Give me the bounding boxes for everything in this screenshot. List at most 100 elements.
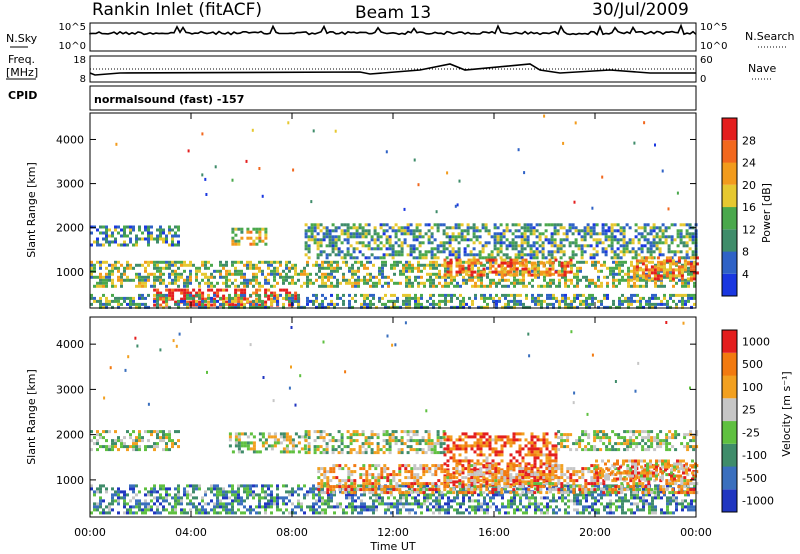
- scatter-cell: [123, 505, 126, 509]
- scatter-cell: [573, 263, 576, 267]
- scatter-cell: [378, 299, 381, 303]
- scatter-cell: [321, 502, 324, 506]
- scatter-cell: [195, 272, 198, 276]
- scatter-cell: [498, 490, 501, 494]
- scatter-cell: [597, 508, 600, 512]
- scatter-cell: [505, 244, 509, 248]
- scatter-cell: [479, 435, 483, 439]
- scatter-cell: [595, 253, 599, 257]
- scatter-cell: [522, 263, 525, 267]
- scatter-cell: [168, 288, 172, 292]
- scatter-cell: [652, 250, 656, 254]
- scatter-cell: [519, 302, 522, 306]
- scatter-cell: [343, 238, 347, 242]
- scatter-cell: [177, 299, 180, 303]
- scatter-cell: [636, 299, 639, 303]
- scatter-cell: [448, 226, 452, 230]
- scatter-cell: [400, 247, 404, 251]
- scatter-cell: [300, 505, 303, 509]
- scatter-cell: [228, 444, 232, 448]
- scatter-cell: [494, 441, 498, 445]
- scatter-cell: [459, 502, 462, 506]
- scatter-cell: [405, 302, 408, 306]
- scatter-cell: [546, 502, 549, 506]
- scatter-cell: [586, 223, 590, 227]
- scatter-cell: [589, 244, 593, 248]
- scatter-cell: [240, 260, 243, 264]
- scatter-cell: [643, 226, 647, 230]
- scatter-cell: [240, 275, 243, 279]
- scatter-cell: [621, 302, 624, 306]
- scatter-cell: [333, 505, 336, 509]
- scatter-cell: [654, 143, 656, 147]
- scatter-cell: [243, 278, 246, 282]
- scatter-cell: [135, 240, 138, 244]
- scatter-cell: [600, 493, 603, 497]
- scatter-cell: [174, 275, 177, 279]
- scatter-cell: [597, 511, 600, 515]
- scatter-cell: [138, 225, 141, 229]
- scatter-cell: [318, 493, 321, 497]
- scatter-cell: [367, 247, 371, 251]
- scatter-cell: [159, 502, 162, 506]
- scatter-cell: [589, 226, 593, 230]
- scatter-cell: [168, 436, 171, 440]
- scatter-cell: [606, 505, 609, 509]
- scatter-cell: [505, 223, 509, 227]
- scatter-cell: [669, 511, 672, 515]
- scatter-cell: [391, 244, 395, 248]
- scatter-cell: [102, 484, 105, 488]
- scatter-cell: [639, 302, 642, 306]
- scatter-cell: [252, 484, 255, 488]
- scatter-cell: [679, 256, 683, 260]
- scatter-cell: [381, 499, 384, 503]
- scatter-cell: [639, 305, 642, 309]
- scatter-cell: [630, 269, 633, 273]
- scatter-cell: [438, 263, 441, 267]
- scatter-cell: [117, 499, 120, 503]
- scatter-cell: [388, 436, 392, 440]
- scatter-cell: [381, 296, 384, 300]
- scatter-cell: [494, 453, 498, 457]
- scatter-cell: [415, 451, 419, 455]
- scatter-cell: [604, 223, 608, 227]
- scatter-cell: [690, 296, 693, 300]
- scatter-cell: [494, 462, 498, 466]
- scatter-cell: [433, 445, 437, 449]
- scatter-cell: [367, 241, 371, 245]
- scatter-cell: [246, 484, 249, 488]
- scatter-cell: [400, 430, 404, 434]
- scatter-cell: [375, 505, 378, 509]
- scatter-cell: [243, 441, 247, 445]
- scatter-cell: [285, 288, 289, 292]
- scatter-cell: [400, 232, 404, 236]
- scatter-cell: [613, 250, 617, 254]
- scatter-cell: [391, 436, 395, 440]
- scatter-cell: [102, 511, 105, 515]
- scatter-cell: [444, 266, 447, 270]
- scatter-cell: [252, 508, 255, 512]
- scatter-cell: [225, 275, 228, 279]
- scatter-cell: [327, 266, 330, 270]
- scatter-cell: [552, 496, 555, 500]
- scatter-cell: [114, 299, 117, 303]
- scatter-cell: [446, 264, 450, 268]
- scatter-cell: [457, 247, 461, 251]
- scatter-cell: [655, 232, 659, 236]
- scatter-cell: [372, 508, 375, 512]
- scatter-cell: [561, 296, 564, 300]
- scatter-cell: [228, 272, 231, 276]
- scatter-cell: [319, 223, 323, 227]
- scatter-cell: [441, 299, 444, 303]
- scatter-cell: [573, 275, 576, 279]
- scatter-cell: [333, 511, 336, 515]
- scatter-cell: [421, 253, 425, 257]
- scatter-cell: [99, 505, 102, 509]
- scatter-cell: [102, 499, 105, 503]
- scatter-cell: [363, 296, 366, 300]
- scatter-cell: [674, 268, 678, 272]
- power-scatter-cells: [90, 114, 699, 309]
- scatter-cell: [688, 223, 692, 227]
- scatter-cell: [123, 269, 126, 273]
- scatter-cell: [631, 241, 635, 245]
